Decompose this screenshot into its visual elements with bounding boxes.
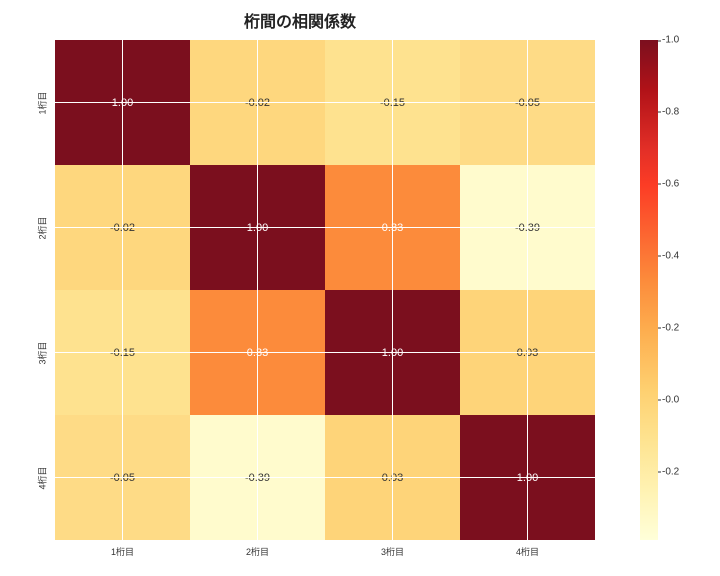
chart-title: 桁間の相関係数	[0, 8, 600, 32]
y-tick-label: 1桁目	[36, 91, 49, 114]
y-tick-label: 3桁目	[36, 341, 49, 364]
y-tick-label: 2桁目	[36, 216, 49, 239]
colorbar-tick-label: -0.4	[662, 250, 679, 261]
x-tick-label: 1桁目	[111, 545, 134, 558]
colorbar-tick-label: -0.2	[662, 322, 679, 333]
colorbar-tick-label: -0.6	[662, 178, 679, 189]
heatmap-gridlines	[55, 40, 595, 540]
chart-container: 桁間の相関係数 1.00-0.02-0.15-0.05-0.021.000.33…	[0, 0, 720, 576]
y-axis-labels: 1桁目 2桁目 3桁目 4桁目	[32, 40, 52, 540]
x-tick-label: 3桁目	[381, 545, 404, 558]
heatmap-plot-area: 1.00-0.02-0.15-0.05-0.021.000.33-0.39-0.…	[55, 40, 595, 540]
colorbar	[640, 40, 658, 540]
x-axis-labels: 1桁目 2桁目 3桁目 4桁目	[55, 545, 595, 565]
colorbar-tick-label: -0.0	[662, 394, 679, 405]
y-tick-label: 4桁目	[36, 466, 49, 489]
x-tick-label: 4桁目	[516, 545, 539, 558]
colorbar-tick-label: -0.8	[662, 106, 679, 117]
colorbar-tick-label: -1.0	[662, 35, 679, 46]
colorbar-ticks: -0.2-0.0-0.2-0.4-0.6-0.8-1.0	[662, 40, 702, 540]
colorbar-tick-label: -0.2	[662, 466, 679, 477]
x-tick-label: 2桁目	[246, 545, 269, 558]
